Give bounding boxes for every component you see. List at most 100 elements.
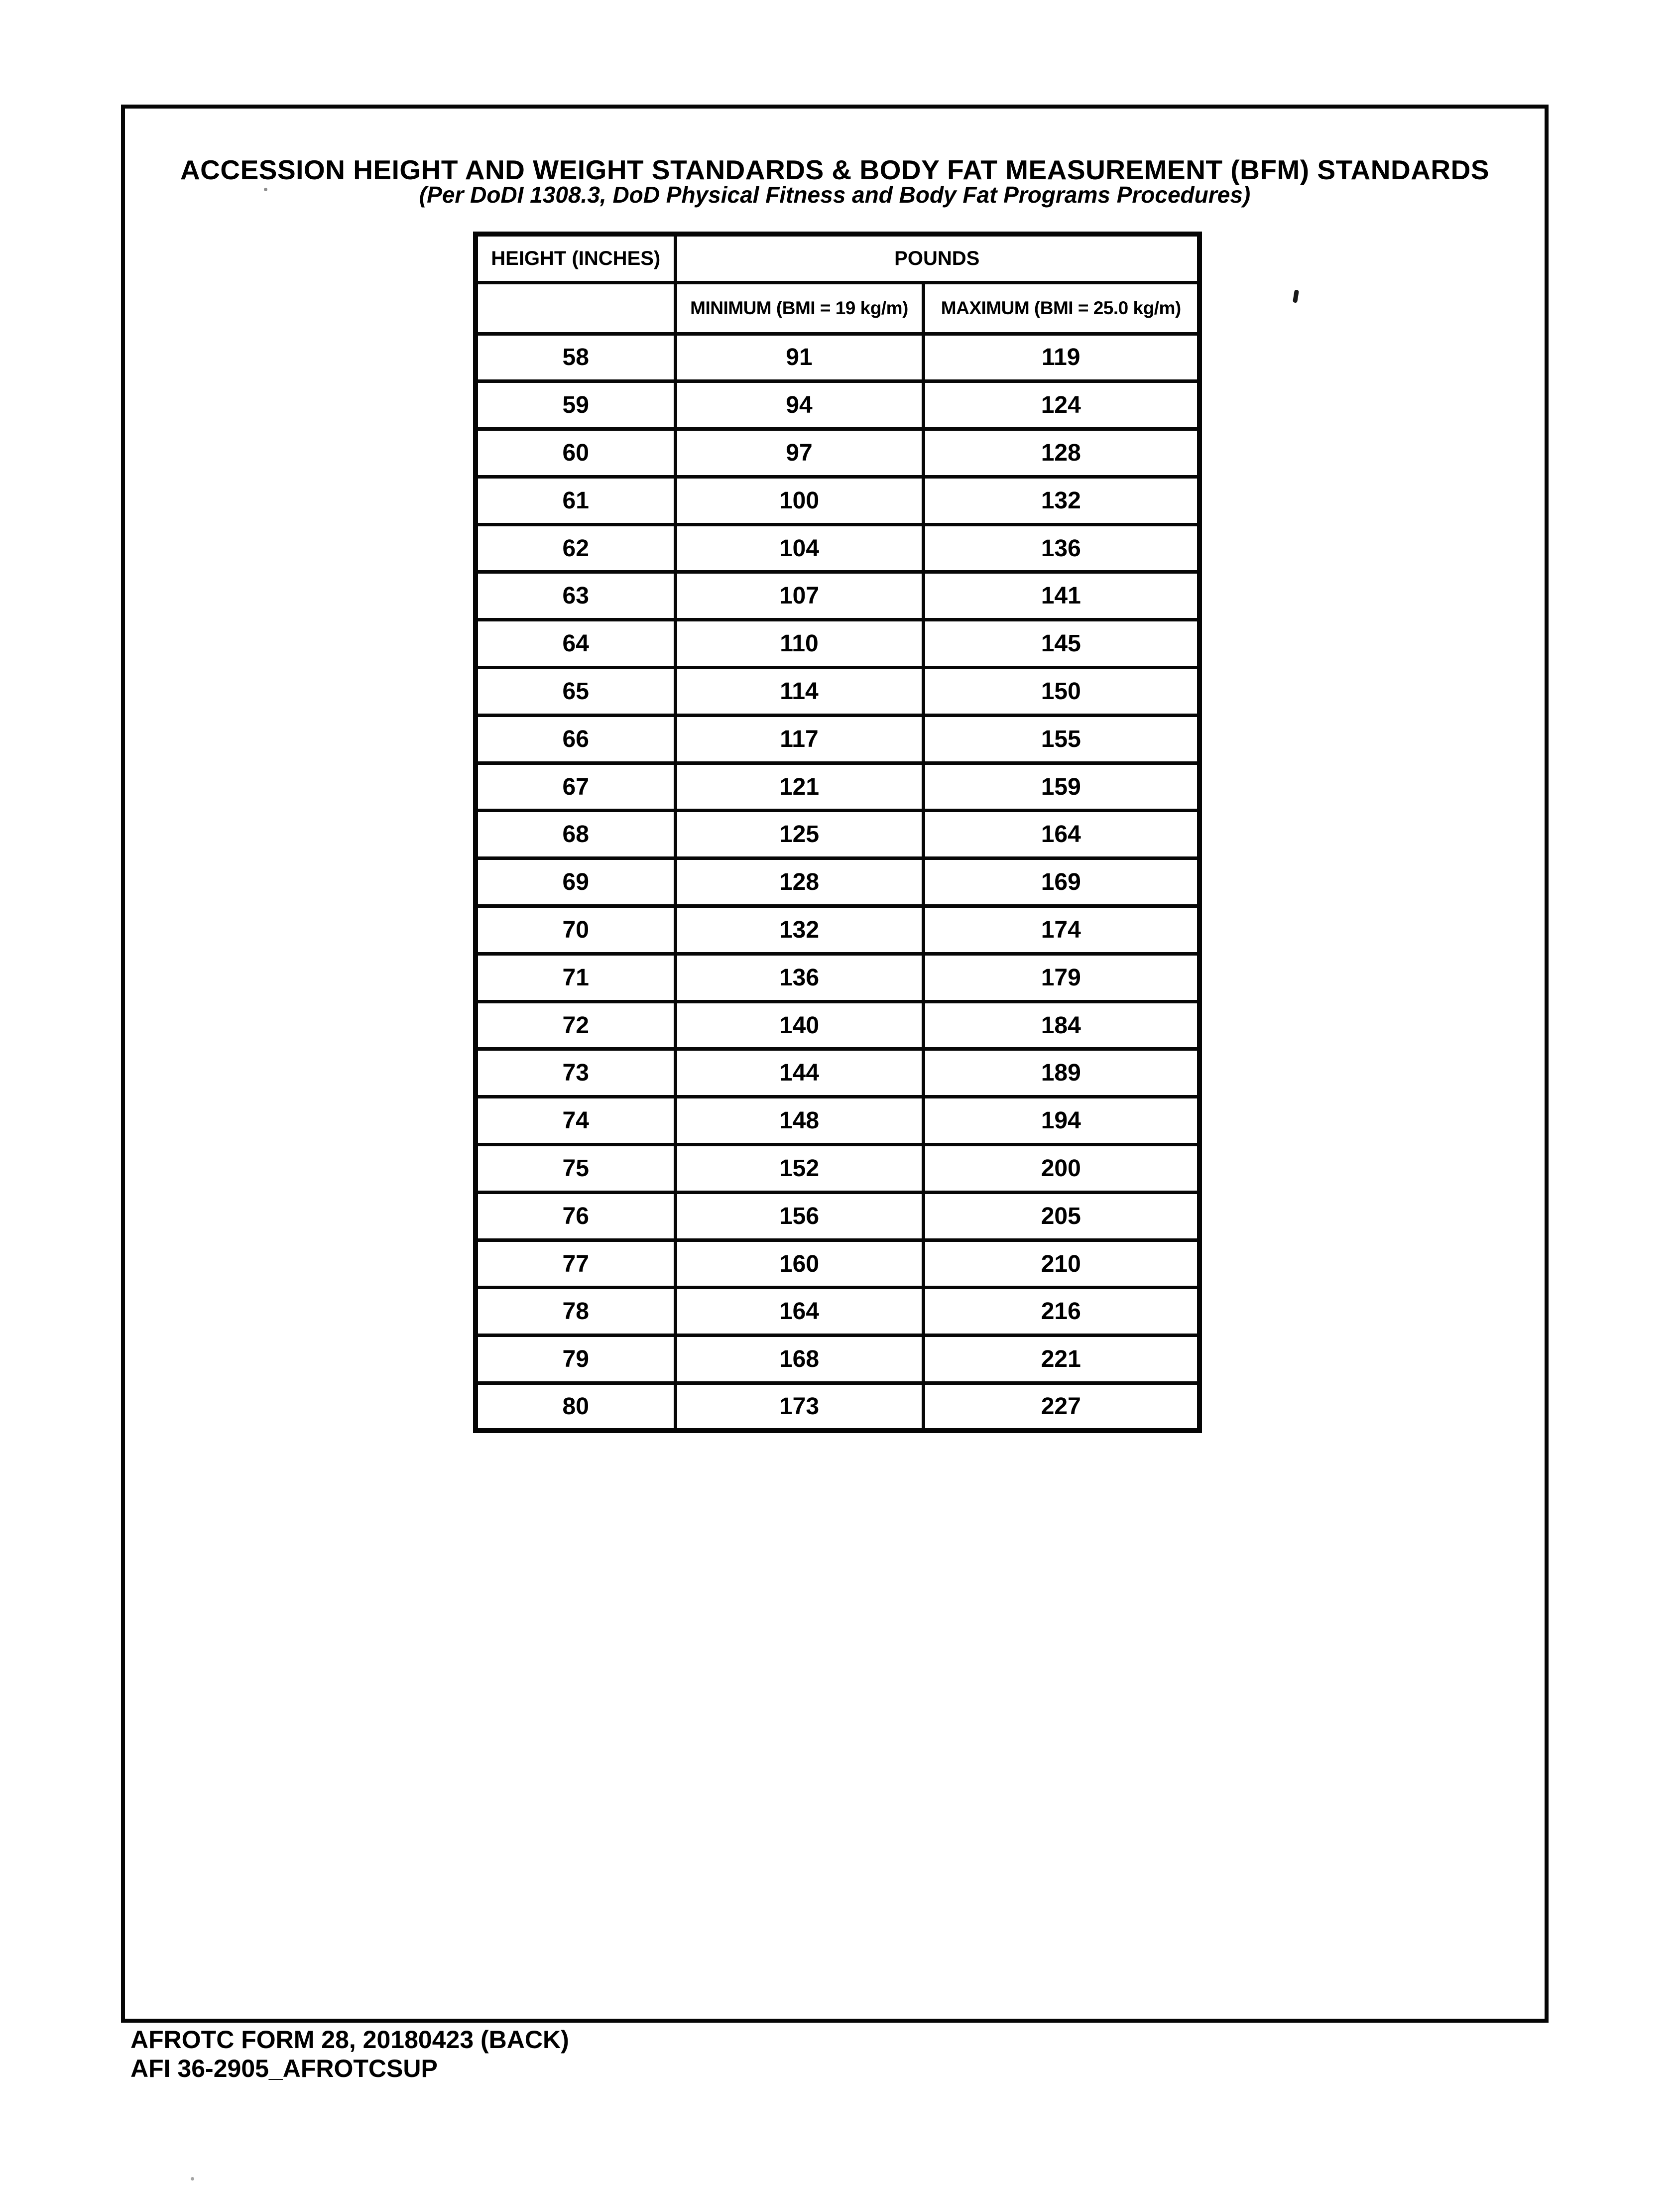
cell-height: 79 bbox=[474, 1334, 677, 1385]
cell-min: 107 bbox=[673, 570, 925, 622]
table-header-row-1: HEIGHT (INCHES) POUNDS bbox=[474, 232, 1201, 284]
cell-max: 145 bbox=[921, 618, 1201, 670]
cell-max: 200 bbox=[921, 1143, 1201, 1194]
cell-min: 104 bbox=[673, 522, 925, 574]
cell-height: 72 bbox=[474, 999, 677, 1051]
cell-min: 114 bbox=[673, 666, 925, 717]
cell-height: 63 bbox=[474, 570, 677, 622]
cell-max: 189 bbox=[921, 1047, 1201, 1099]
cell-min: 100 bbox=[673, 475, 925, 526]
cell-height: 68 bbox=[474, 809, 677, 860]
cell-min: 132 bbox=[673, 904, 925, 956]
cell-height: 76 bbox=[474, 1190, 677, 1242]
table-row: 79 168 221 bbox=[474, 1334, 1201, 1385]
cell-height: 74 bbox=[474, 1095, 677, 1147]
form-number-line: AFROTC FORM 28, 20180423 (BACK) bbox=[130, 2026, 569, 2054]
cell-height: 69 bbox=[474, 856, 677, 908]
cell-min: 125 bbox=[673, 809, 925, 860]
table-header-row-2: MINIMUM (BMI = 19 kg/m) MAXIMUM (BMI = 2… bbox=[474, 280, 1201, 336]
cell-min: 156 bbox=[673, 1190, 925, 1242]
cell-height: 71 bbox=[474, 952, 677, 1003]
table-row: 74 148 194 bbox=[474, 1095, 1201, 1147]
cell-max: 169 bbox=[921, 856, 1201, 908]
cell-height: 66 bbox=[474, 713, 677, 765]
cell-height: 70 bbox=[474, 904, 677, 956]
cell-min: 144 bbox=[673, 1047, 925, 1099]
cell-max: 136 bbox=[921, 522, 1201, 574]
cell-max: 164 bbox=[921, 809, 1201, 860]
cell-max: 210 bbox=[921, 1238, 1201, 1290]
scan-speck-dot bbox=[191, 2177, 194, 2181]
cell-min: 136 bbox=[673, 952, 925, 1003]
cell-height: 78 bbox=[474, 1286, 677, 1337]
cell-min: 173 bbox=[673, 1381, 925, 1433]
cell-height: 59 bbox=[474, 379, 677, 431]
table-row: 59 94 124 bbox=[474, 379, 1201, 431]
cell-max: 194 bbox=[921, 1095, 1201, 1147]
cell-max: 141 bbox=[921, 570, 1201, 622]
cell-min: 110 bbox=[673, 618, 925, 670]
cell-height: 80 bbox=[474, 1381, 677, 1433]
minimum-column-header: MINIMUM (BMI = 19 kg/m) bbox=[673, 280, 925, 336]
table-row: 67 121 159 bbox=[474, 761, 1201, 813]
cell-min: 94 bbox=[673, 379, 925, 431]
cell-max: 221 bbox=[921, 1334, 1201, 1385]
table-row: 66 117 155 bbox=[474, 713, 1201, 765]
table-body: 58 91 119 59 94 124 60 97 128 61 100 132 62 104 136 63 1… bbox=[474, 332, 1201, 1433]
cell-height: 64 bbox=[474, 618, 677, 670]
cell-max: 205 bbox=[921, 1190, 1201, 1242]
table-row: 75 152 200 bbox=[474, 1143, 1201, 1194]
cell-max: 132 bbox=[921, 475, 1201, 526]
table-row: 61 100 132 bbox=[474, 475, 1201, 526]
cell-max: 119 bbox=[921, 332, 1201, 383]
table-row: 77 160 210 bbox=[474, 1238, 1201, 1290]
cell-min: 152 bbox=[673, 1143, 925, 1194]
cell-max: 155 bbox=[921, 713, 1201, 765]
table-row: 62 104 136 bbox=[474, 522, 1201, 574]
cell-min: 140 bbox=[673, 999, 925, 1051]
table-row: 68 125 164 bbox=[474, 809, 1201, 860]
table-row: 73 144 189 bbox=[474, 1047, 1201, 1099]
cell-min: 121 bbox=[673, 761, 925, 813]
table-row: 70 132 174 bbox=[474, 904, 1201, 956]
table-row: 60 97 128 bbox=[474, 427, 1201, 479]
empty-header-cell bbox=[474, 280, 677, 336]
cell-min: 164 bbox=[673, 1286, 925, 1337]
cell-height: 67 bbox=[474, 761, 677, 813]
afi-reference-line: AFI 36-2905_AFROTCSUP bbox=[130, 2055, 438, 2082]
table-row: 64 110 145 bbox=[474, 618, 1201, 670]
cell-height: 61 bbox=[474, 475, 677, 526]
cell-max: 216 bbox=[921, 1286, 1201, 1337]
scan-speck-dot bbox=[264, 188, 267, 191]
table-row: 63 107 141 bbox=[474, 570, 1201, 622]
cell-min: 117 bbox=[673, 713, 925, 765]
cell-max: 174 bbox=[921, 904, 1201, 956]
page-title: ACCESSION HEIGHT AND WEIGHT STANDARDS & … bbox=[180, 154, 1490, 185]
table-row: 71 136 179 bbox=[474, 952, 1201, 1003]
cell-min: 97 bbox=[673, 427, 925, 479]
page-subtitle: (Per DoDI 1308.3, DoD Physical Fitness a… bbox=[419, 182, 1251, 208]
pounds-column-header: POUNDS bbox=[673, 232, 1201, 284]
maximum-column-header: MAXIMUM (BMI = 25.0 kg/m) bbox=[921, 280, 1201, 336]
cell-height: 77 bbox=[474, 1238, 677, 1290]
cell-height: 65 bbox=[474, 666, 677, 717]
table-row: 80 173 227 bbox=[474, 1381, 1201, 1433]
cell-max: 179 bbox=[921, 952, 1201, 1003]
cell-height: 62 bbox=[474, 522, 677, 574]
cell-min: 168 bbox=[673, 1334, 925, 1385]
cell-max: 159 bbox=[921, 761, 1201, 813]
table-row: 58 91 119 bbox=[474, 332, 1201, 383]
cell-height: 75 bbox=[474, 1143, 677, 1194]
table-row: 72 140 184 bbox=[474, 999, 1201, 1051]
cell-min: 91 bbox=[673, 332, 925, 383]
cell-height: 73 bbox=[474, 1047, 677, 1099]
height-column-header: HEIGHT (INCHES) bbox=[474, 232, 677, 284]
cell-max: 227 bbox=[921, 1381, 1201, 1433]
cell-min: 148 bbox=[673, 1095, 925, 1147]
cell-min: 160 bbox=[673, 1238, 925, 1290]
cell-max: 124 bbox=[921, 379, 1201, 431]
table-row: 69 128 169 bbox=[474, 856, 1201, 908]
table-row: 76 156 205 bbox=[474, 1190, 1201, 1242]
cell-height: 58 bbox=[474, 332, 677, 383]
cell-height: 60 bbox=[474, 427, 677, 479]
